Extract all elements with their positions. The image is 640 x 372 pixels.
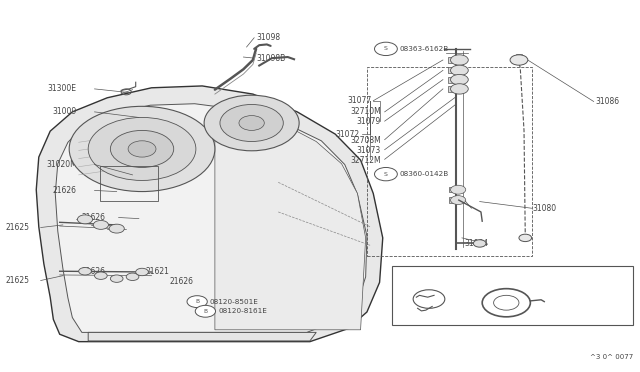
Text: 31073: 31073 bbox=[356, 146, 381, 155]
Circle shape bbox=[451, 65, 468, 76]
Circle shape bbox=[519, 234, 532, 241]
Text: 31072: 31072 bbox=[335, 129, 359, 139]
Text: 21621: 21621 bbox=[145, 267, 169, 276]
Text: 08120-8161E: 08120-8161E bbox=[218, 308, 267, 314]
Bar bbox=[100, 166, 158, 201]
Bar bbox=[448, 77, 463, 83]
Text: 31009: 31009 bbox=[52, 108, 77, 116]
Text: 31084: 31084 bbox=[465, 239, 488, 248]
Circle shape bbox=[110, 131, 173, 167]
Circle shape bbox=[195, 305, 216, 317]
Text: B: B bbox=[195, 299, 199, 304]
Text: 21626: 21626 bbox=[82, 267, 106, 276]
Circle shape bbox=[474, 240, 486, 247]
Circle shape bbox=[187, 296, 207, 308]
Circle shape bbox=[126, 273, 139, 280]
Circle shape bbox=[451, 84, 468, 94]
Bar bbox=[367, 67, 532, 256]
Circle shape bbox=[79, 267, 92, 275]
Circle shape bbox=[109, 224, 124, 233]
Text: 21626: 21626 bbox=[52, 186, 77, 195]
Circle shape bbox=[451, 196, 466, 205]
Text: 21626: 21626 bbox=[169, 277, 193, 286]
Circle shape bbox=[128, 141, 156, 157]
Text: 32708M: 32708M bbox=[350, 136, 381, 145]
Text: 31098: 31098 bbox=[256, 33, 280, 42]
Text: S: S bbox=[384, 171, 388, 177]
Circle shape bbox=[510, 55, 528, 65]
Text: B: B bbox=[204, 309, 207, 314]
Text: 31080: 31080 bbox=[533, 204, 557, 213]
Text: 31300E: 31300E bbox=[48, 84, 77, 93]
Circle shape bbox=[88, 118, 196, 180]
Text: 08120-8501E: 08120-8501E bbox=[210, 299, 259, 305]
Circle shape bbox=[374, 167, 397, 181]
Text: 31051F: 31051F bbox=[468, 281, 497, 290]
Text: ^3 0^ 0077: ^3 0^ 0077 bbox=[589, 354, 633, 360]
Text: 31020M: 31020M bbox=[46, 160, 77, 169]
Text: 31077: 31077 bbox=[348, 96, 372, 105]
Circle shape bbox=[220, 105, 284, 141]
Text: 21626: 21626 bbox=[82, 213, 106, 222]
Text: 08363-6162B: 08363-6162B bbox=[400, 46, 449, 52]
Circle shape bbox=[451, 74, 468, 85]
Text: 32710M: 32710M bbox=[350, 108, 381, 116]
Circle shape bbox=[93, 221, 108, 230]
Circle shape bbox=[77, 215, 93, 224]
Text: 21625: 21625 bbox=[6, 223, 30, 232]
Bar bbox=[449, 187, 462, 192]
Polygon shape bbox=[55, 104, 367, 333]
Bar bbox=[448, 57, 463, 63]
Circle shape bbox=[95, 272, 107, 279]
Text: 31098B: 31098B bbox=[256, 54, 285, 62]
Polygon shape bbox=[215, 112, 365, 330]
Text: S: S bbox=[384, 46, 388, 51]
Text: 31086: 31086 bbox=[595, 97, 619, 106]
Polygon shape bbox=[88, 333, 316, 341]
Circle shape bbox=[69, 106, 215, 192]
Text: 21625: 21625 bbox=[6, 276, 30, 285]
Circle shape bbox=[374, 42, 397, 55]
Text: 32712M: 32712M bbox=[350, 155, 381, 164]
Circle shape bbox=[204, 95, 299, 151]
Bar bbox=[392, 266, 633, 325]
Bar bbox=[448, 86, 463, 92]
Circle shape bbox=[136, 268, 148, 276]
Text: 31051E: 31051E bbox=[410, 285, 439, 294]
Circle shape bbox=[451, 55, 468, 65]
Bar bbox=[448, 67, 463, 73]
Text: 08360-0142B: 08360-0142B bbox=[400, 171, 449, 177]
Circle shape bbox=[239, 116, 264, 131]
Circle shape bbox=[451, 185, 466, 194]
Circle shape bbox=[110, 275, 123, 282]
Polygon shape bbox=[36, 86, 383, 341]
Text: 31300G: 31300G bbox=[468, 289, 499, 298]
Bar bbox=[449, 198, 462, 203]
Text: 31079: 31079 bbox=[356, 117, 381, 126]
